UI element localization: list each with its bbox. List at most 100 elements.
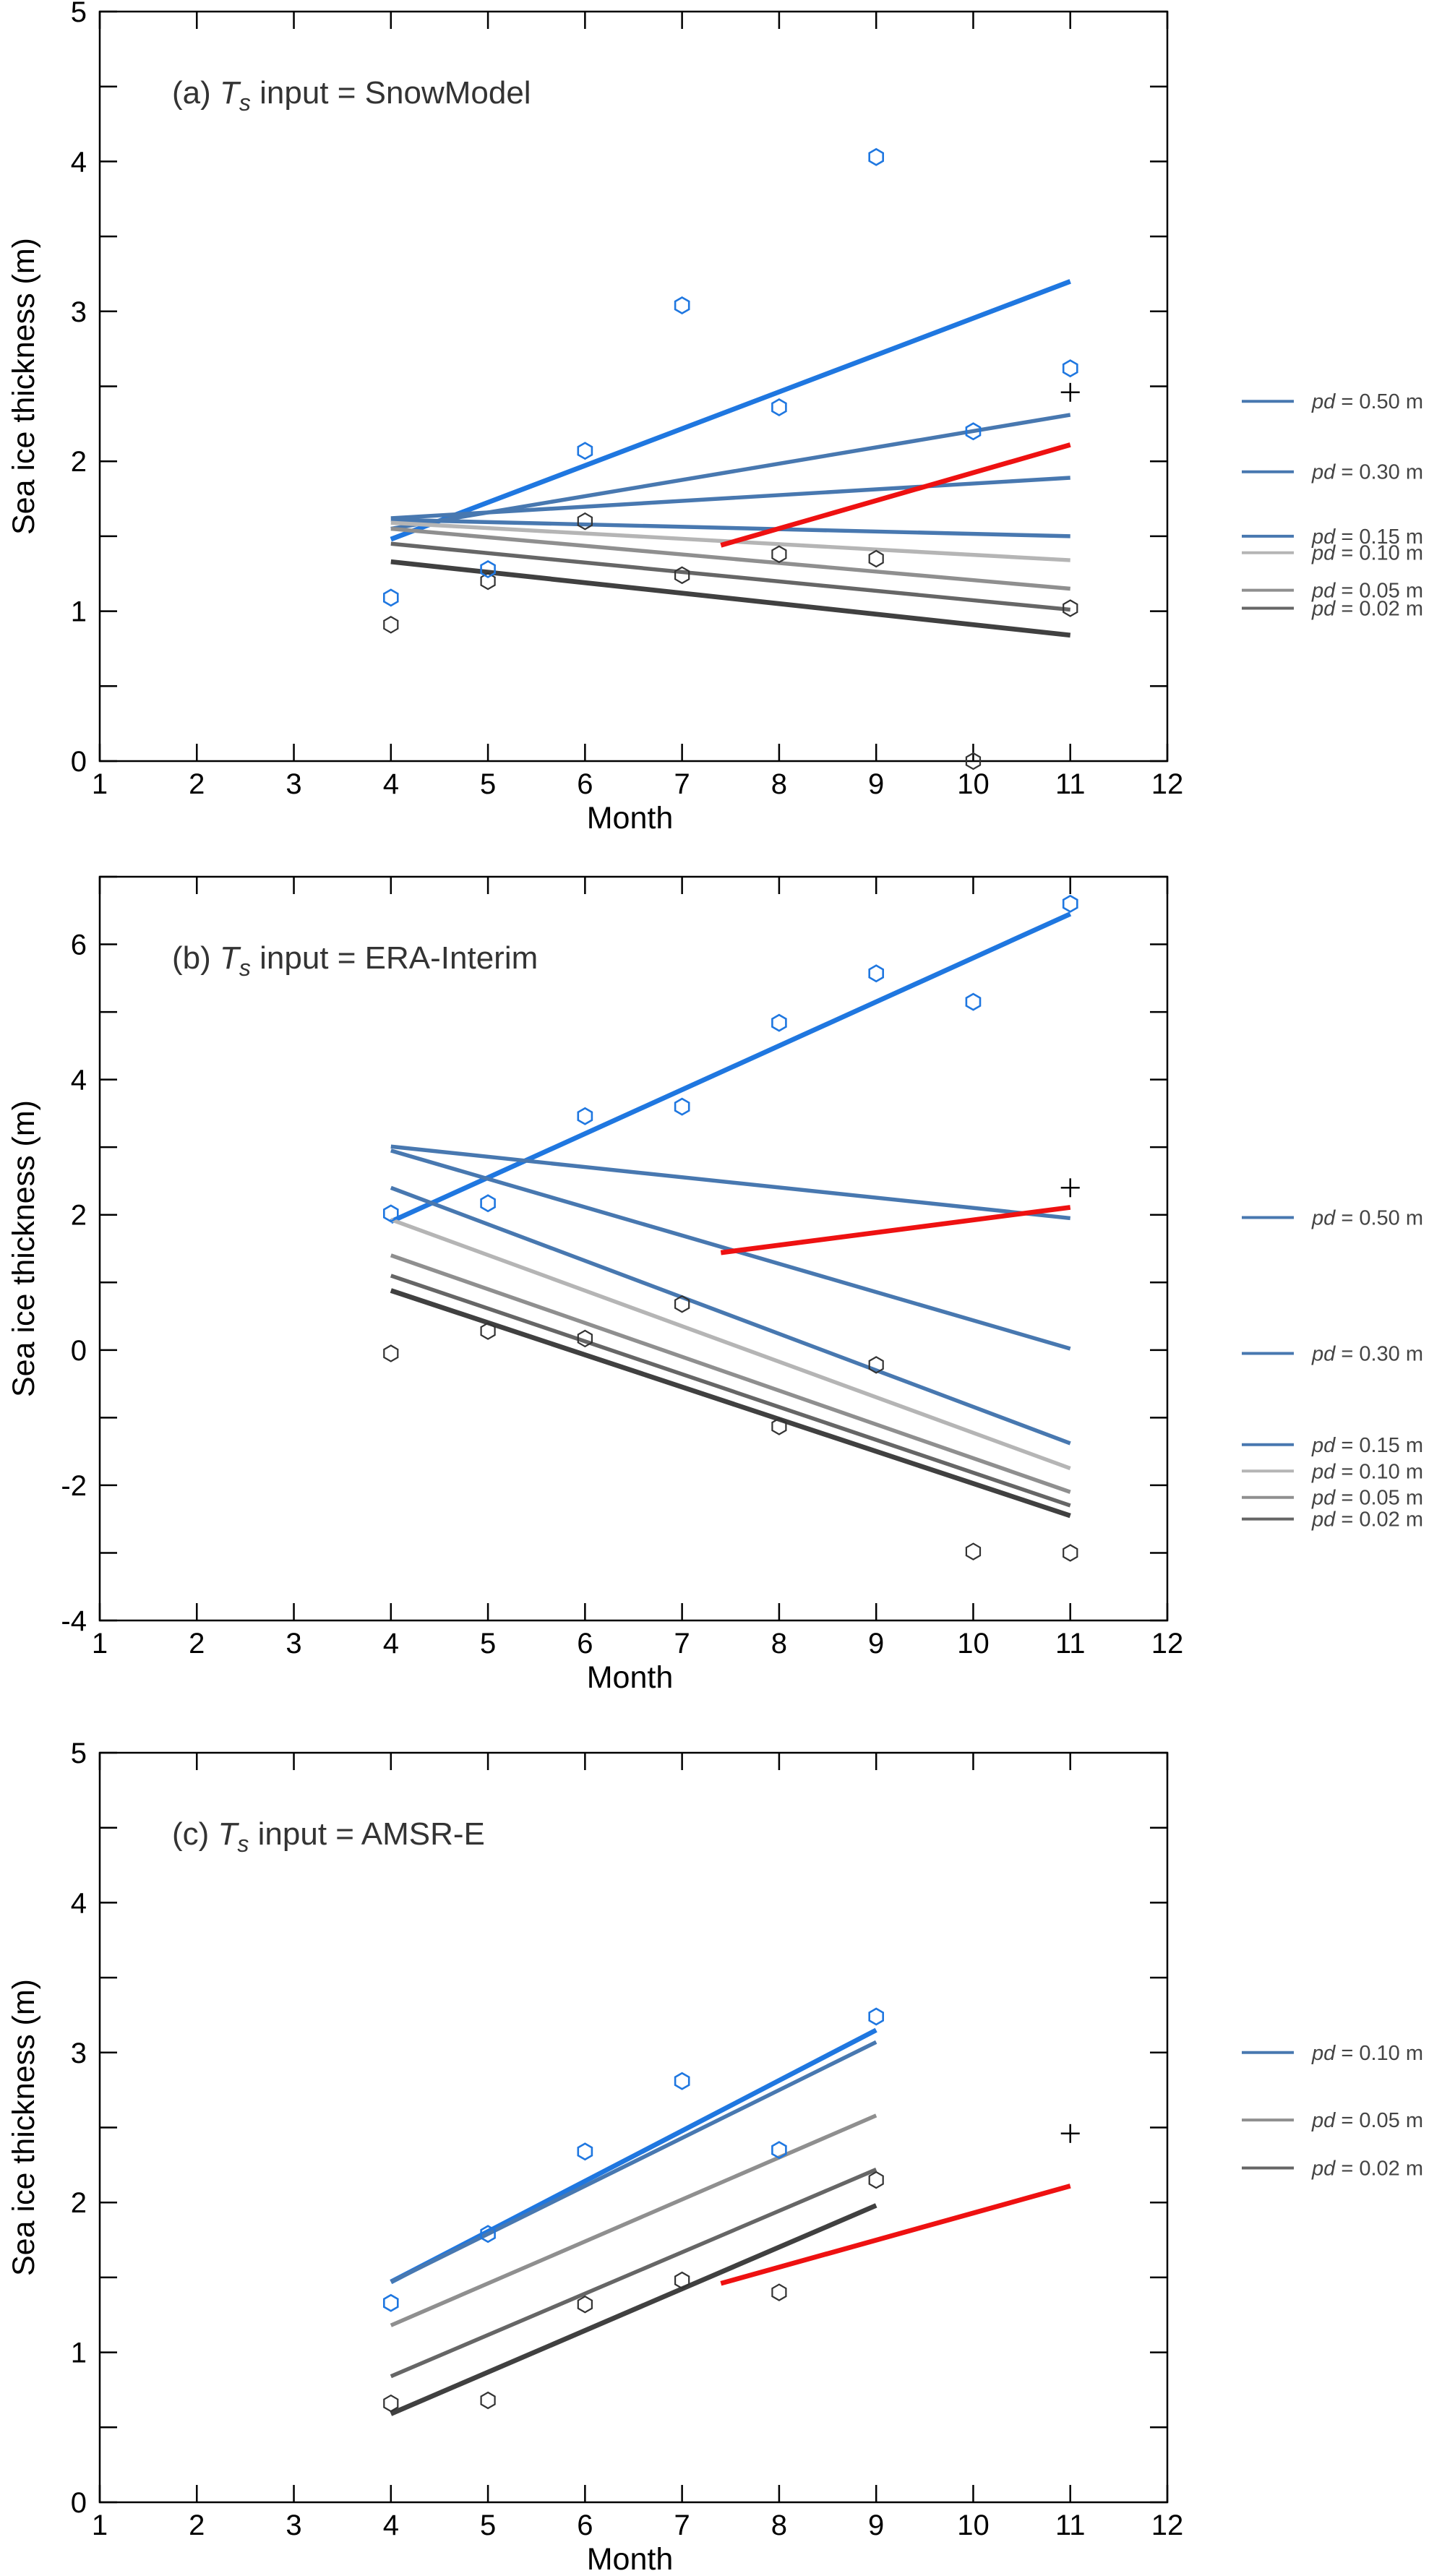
x-tick-label: 6 xyxy=(577,1628,593,1660)
legend-label-symbol: pd xyxy=(1311,1487,1336,1510)
y-tick-label: 0 xyxy=(71,746,87,778)
fit-line-5 xyxy=(390,2203,877,2416)
fit-line-9 xyxy=(720,1205,1071,1255)
legend-label: pd = 0.10 m xyxy=(1311,542,1423,565)
point-black xyxy=(1063,599,1078,617)
y-tick-label: 5 xyxy=(71,1738,87,1769)
data-points xyxy=(382,147,1080,770)
legend-label-value: = 0.05 m xyxy=(1335,2109,1423,2132)
point-blue xyxy=(965,992,982,1011)
point-black xyxy=(868,549,884,568)
x-axis: 1 2 3 4 5 6 7 8 9 10 11 12 xyxy=(92,877,1183,1660)
series-lines xyxy=(390,911,1072,1519)
x-tick-label: 10 xyxy=(957,1628,990,1660)
point-cross xyxy=(1060,2124,1080,2143)
y-tick-label: 6 xyxy=(71,929,87,961)
point-black xyxy=(674,2271,690,2290)
panel-title-rest: input = AMSR-E xyxy=(249,1816,484,1852)
legend-label: pd = 0.02 m xyxy=(1311,1508,1423,1532)
legend-label-value: = 0.02 m xyxy=(1335,597,1423,620)
legend-label-symbol: pd xyxy=(1311,597,1336,620)
legend-label-symbol: pd xyxy=(1311,1434,1336,1457)
y-tick-label: -4 xyxy=(61,1605,87,1637)
x-tick-label: 4 xyxy=(383,1628,399,1660)
fit-line-4 xyxy=(390,2168,877,2379)
legend: pd = 0.50 mpd = 0.30 mpd = 0.15 mpd = 0.… xyxy=(1242,390,1423,620)
series-lines xyxy=(390,2027,1071,2416)
legend-label-symbol: pd xyxy=(1311,542,1336,565)
legend-label-symbol: pd xyxy=(1311,1508,1336,1532)
point-black xyxy=(771,545,787,564)
y-axis-title: Sea ice thickness (m) xyxy=(7,238,41,535)
legend-label: pd = 0.30 m xyxy=(1311,1342,1423,1365)
legend-label: pd = 0.50 m xyxy=(1311,390,1423,413)
point-black xyxy=(480,572,496,591)
legend-label-value: = 0.30 m xyxy=(1335,461,1423,484)
y-tick-label: 2 xyxy=(71,446,87,478)
plot-frame xyxy=(98,10,1169,763)
x-tick-label: 12 xyxy=(1151,768,1184,800)
legend-label: pd = 0.50 m xyxy=(1311,1206,1423,1229)
data-points xyxy=(382,894,1080,1562)
x-axis-title: Month xyxy=(587,801,674,836)
legend-label-symbol: pd xyxy=(1311,2042,1336,2065)
point-black xyxy=(965,1542,982,1560)
point-blue xyxy=(577,442,593,460)
fit-line-6 xyxy=(390,526,1070,591)
x-axis: 1 2 3 4 5 6 7 8 9 10 11 12 xyxy=(92,1753,1183,2541)
point-blue xyxy=(480,2225,496,2244)
x-tick-label: 10 xyxy=(957,2510,990,2541)
legend-label-symbol: pd xyxy=(1311,2109,1336,2132)
y-tick-label: 1 xyxy=(71,596,87,628)
x-tick-label: 12 xyxy=(1151,2510,1184,2541)
legend-label-value: = 0.02 m xyxy=(1335,1508,1423,1532)
point-blue xyxy=(1062,359,1078,378)
legend-label: pd = 0.02 m xyxy=(1311,597,1423,620)
point-cross xyxy=(1060,382,1080,402)
x-tick-label: 7 xyxy=(674,1628,690,1660)
x-tick-label: 2 xyxy=(189,1628,205,1660)
point-black xyxy=(383,2394,399,2413)
x-tick-label: 8 xyxy=(771,768,787,800)
legend-label-value: = 0.10 m xyxy=(1335,542,1423,565)
point-blue xyxy=(771,1013,787,1032)
legend-label: pd = 0.10 m xyxy=(1311,1460,1423,1483)
fit-line-2 xyxy=(390,1144,1071,1221)
point-blue xyxy=(480,559,496,579)
point-blue xyxy=(382,1204,399,1223)
fit-line-1 xyxy=(390,911,1072,1224)
x-tick-label: 5 xyxy=(480,1628,496,1660)
panel-title: (c) Ts input = AMSR-E xyxy=(172,1816,485,1857)
legend-label-symbol: pd xyxy=(1311,1460,1336,1483)
x-tick-label: 10 xyxy=(957,768,990,800)
point-black xyxy=(577,1329,593,1348)
x-tick-label: 6 xyxy=(577,2510,593,2541)
legend-label-value: = 0.05 m xyxy=(1335,580,1423,603)
x-axis: 1 2 3 4 5 6 7 8 9 10 11 12 xyxy=(92,12,1183,800)
fit-line-6 xyxy=(390,1253,1071,1494)
point-blue xyxy=(771,2141,787,2160)
x-tick-label: 1 xyxy=(92,2510,108,2541)
point-blue xyxy=(480,1194,496,1213)
x-tick-label: 3 xyxy=(286,1628,301,1660)
legend: pd = 0.10 mpd = 0.05 mpd = 0.02 m xyxy=(1242,2042,1423,2180)
panel-title-label: (b) xyxy=(172,940,220,976)
x-tick-label: 8 xyxy=(771,1628,787,1660)
fit-line-7 xyxy=(390,1274,1071,1508)
x-tick-label: 9 xyxy=(868,768,884,800)
legend-label-value: = 0.15 m xyxy=(1335,525,1423,549)
point-blue xyxy=(868,147,884,166)
point-blue xyxy=(674,1097,690,1116)
x-tick-label: 5 xyxy=(480,2510,496,2541)
y-tick-label: 4 xyxy=(71,146,87,178)
legend-label-symbol: pd xyxy=(1311,525,1336,549)
fit-line-7 xyxy=(390,541,1070,612)
point-black xyxy=(577,512,593,531)
legend-label-symbol: pd xyxy=(1311,461,1336,484)
fit-line-8 xyxy=(390,1288,1071,1519)
legend-label: pd = 0.15 m xyxy=(1311,1434,1423,1457)
panel-title-subscript: s xyxy=(239,955,251,981)
